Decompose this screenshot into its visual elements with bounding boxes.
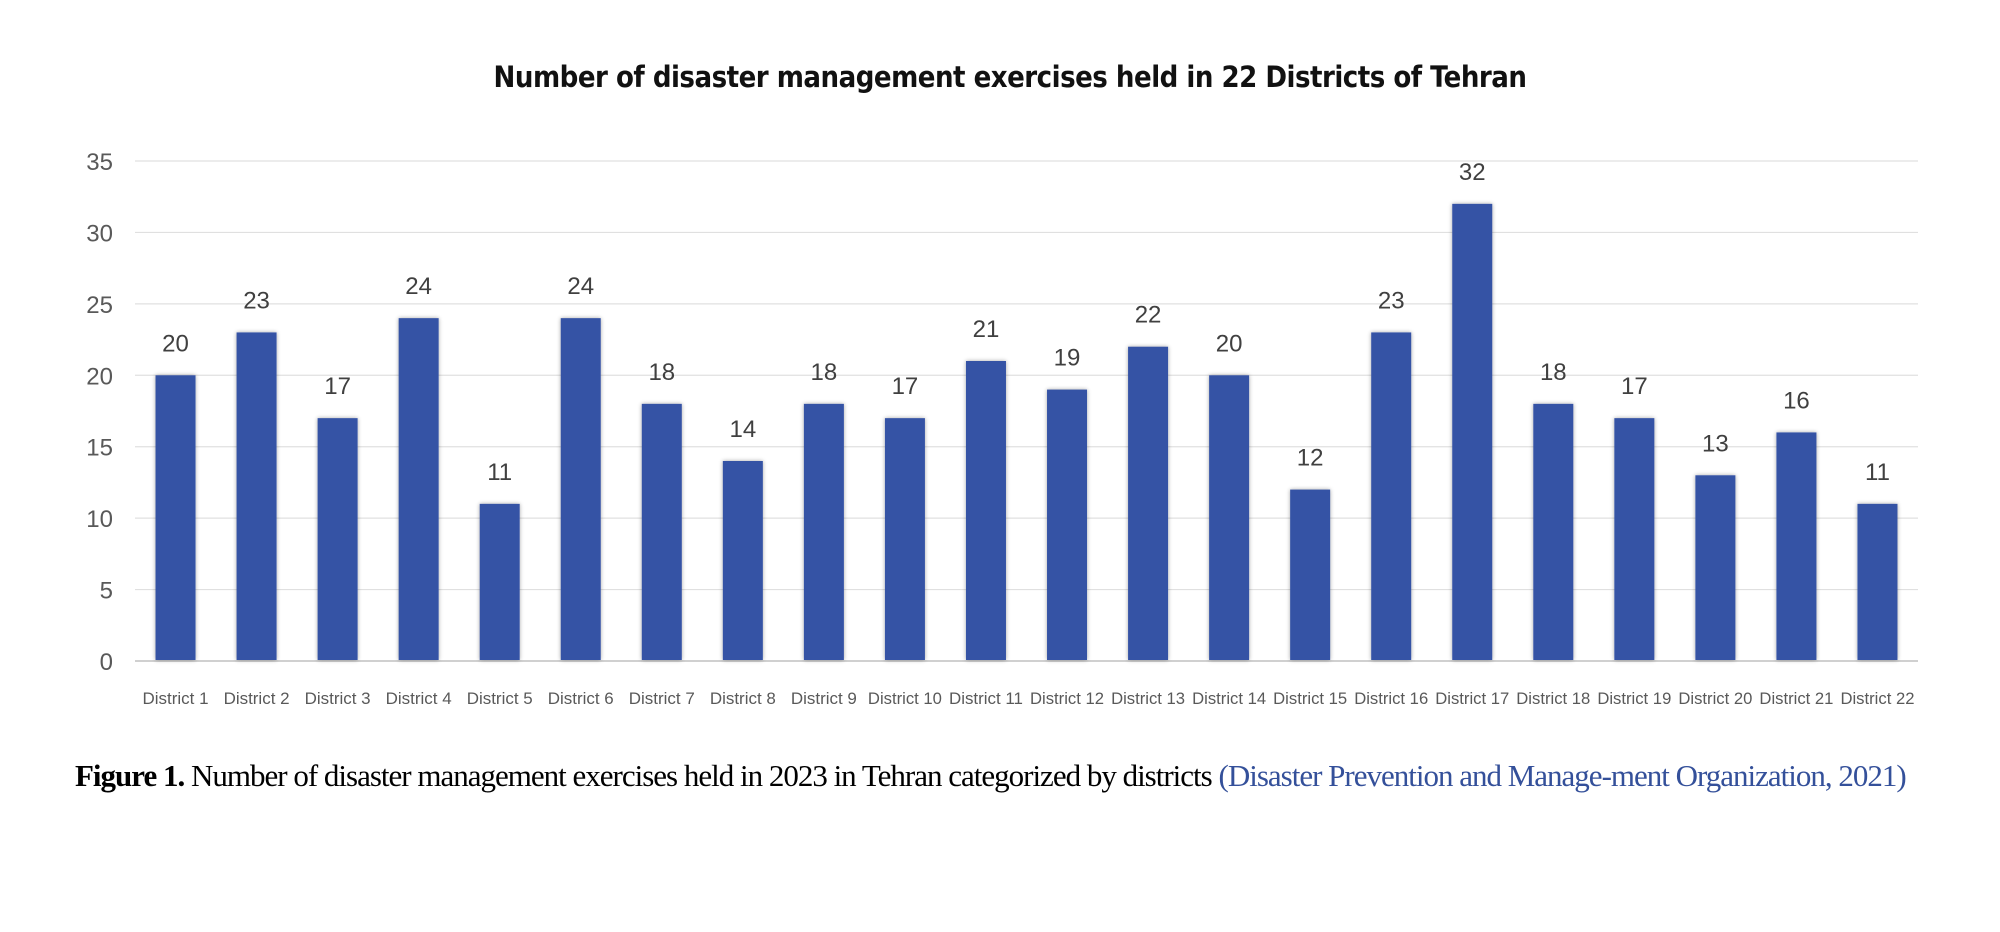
data-label: 23 (243, 287, 270, 314)
caption-text: Number of disaster management exercises … (184, 758, 1219, 793)
bar (1857, 503, 1898, 660)
x-tick-label: District 22 (1840, 689, 1914, 708)
data-label: 20 (162, 330, 189, 357)
data-label: 11 (487, 459, 512, 486)
x-axis-ticks: District 1 District 2 District 3 District 4… (143, 689, 1915, 708)
x-tick-label: District 2 (224, 689, 290, 708)
bars (155, 203, 1898, 660)
x-tick-label: District 16 (1354, 689, 1428, 708)
bar (1776, 432, 1817, 660)
data-label: 22 (1135, 302, 1162, 329)
bar (155, 375, 196, 660)
bar (1614, 418, 1655, 660)
data-label: 17 (1621, 373, 1648, 400)
x-tick-label: District 6 (548, 689, 614, 708)
y-tick-label: 0 (100, 649, 113, 676)
bar (398, 318, 439, 660)
y-axis-ticks: 0 5 10 15 20 25 30 35 (86, 149, 113, 676)
x-tick-label: District 9 (791, 689, 857, 708)
x-tick-label: District 18 (1516, 689, 1590, 708)
data-label: 18 (648, 359, 675, 386)
bar (1128, 346, 1169, 660)
x-tick-label: District 21 (1759, 689, 1833, 708)
y-tick-label: 20 (86, 363, 113, 390)
x-tick-label: District 20 (1678, 689, 1752, 708)
bar (641, 403, 682, 660)
data-label: 12 (1297, 445, 1324, 472)
y-tick-label: 35 (86, 149, 113, 176)
bar (1290, 489, 1331, 660)
x-tick-label: District 10 (868, 689, 942, 708)
bar (1047, 389, 1088, 660)
x-tick-label: District 8 (710, 689, 776, 708)
y-tick-label: 10 (86, 506, 113, 533)
bar (1371, 332, 1412, 660)
data-label: 20 (1216, 330, 1243, 357)
bar (884, 418, 925, 660)
x-tick-label: District 1 (143, 689, 209, 708)
data-label: 18 (811, 359, 838, 386)
bar (803, 403, 844, 660)
data-label: 21 (973, 316, 1000, 343)
caption-citation[interactable]: (Disaster Prevention and Manage-ment Org… (1218, 758, 1907, 793)
data-label: 24 (567, 273, 594, 300)
data-label: 18 (1540, 359, 1567, 386)
bar (560, 318, 601, 660)
x-tick-label: District 19 (1597, 689, 1671, 708)
data-labels: 20 23 17 24 11 24 18 14 18 17 21 19 22 20 12 23 32 18 17 13… (162, 159, 1890, 486)
data-label: 17 (324, 373, 351, 400)
x-tick-label: District 11 (949, 689, 1023, 708)
x-tick-label: District 4 (386, 689, 452, 708)
x-tick-label: District 7 (629, 689, 695, 708)
bar-chart: Number of disaster management exercises … (86, 60, 1918, 708)
x-tick-label: District 13 (1111, 689, 1185, 708)
caption-label: Figure 1. (75, 758, 185, 793)
bar (1209, 375, 1250, 660)
x-tick-label: District 12 (1030, 689, 1104, 708)
figure-caption: Figure 1. Number of disaster management … (75, 750, 1945, 802)
x-tick-label: District 14 (1192, 689, 1266, 708)
data-label: 32 (1459, 159, 1486, 186)
data-label: 19 (1054, 345, 1081, 372)
x-tick-label: District 5 (467, 689, 533, 708)
bar (965, 361, 1006, 660)
x-tick-label: District 3 (305, 689, 371, 708)
bar (236, 332, 277, 660)
y-tick-label: 15 (86, 435, 113, 462)
bar (479, 503, 520, 660)
chart-title: Number of disaster management exercises … (494, 60, 1527, 94)
x-tick-label: District 15 (1273, 689, 1347, 708)
bar (1533, 403, 1574, 660)
data-label: 16 (1783, 387, 1810, 414)
bar (722, 461, 763, 660)
data-label: 17 (892, 373, 919, 400)
x-tick-label: District 17 (1435, 689, 1509, 708)
data-label: 23 (1378, 287, 1405, 314)
data-label: 24 (405, 273, 432, 300)
data-label: 13 (1702, 430, 1729, 457)
data-label: 14 (729, 416, 756, 443)
bar (1695, 475, 1736, 660)
y-tick-label: 30 (86, 220, 113, 247)
bar (1452, 203, 1493, 660)
bar (317, 418, 358, 660)
y-tick-label: 25 (86, 292, 113, 319)
y-tick-label: 5 (100, 578, 113, 605)
data-label: 11 (1865, 459, 1890, 486)
